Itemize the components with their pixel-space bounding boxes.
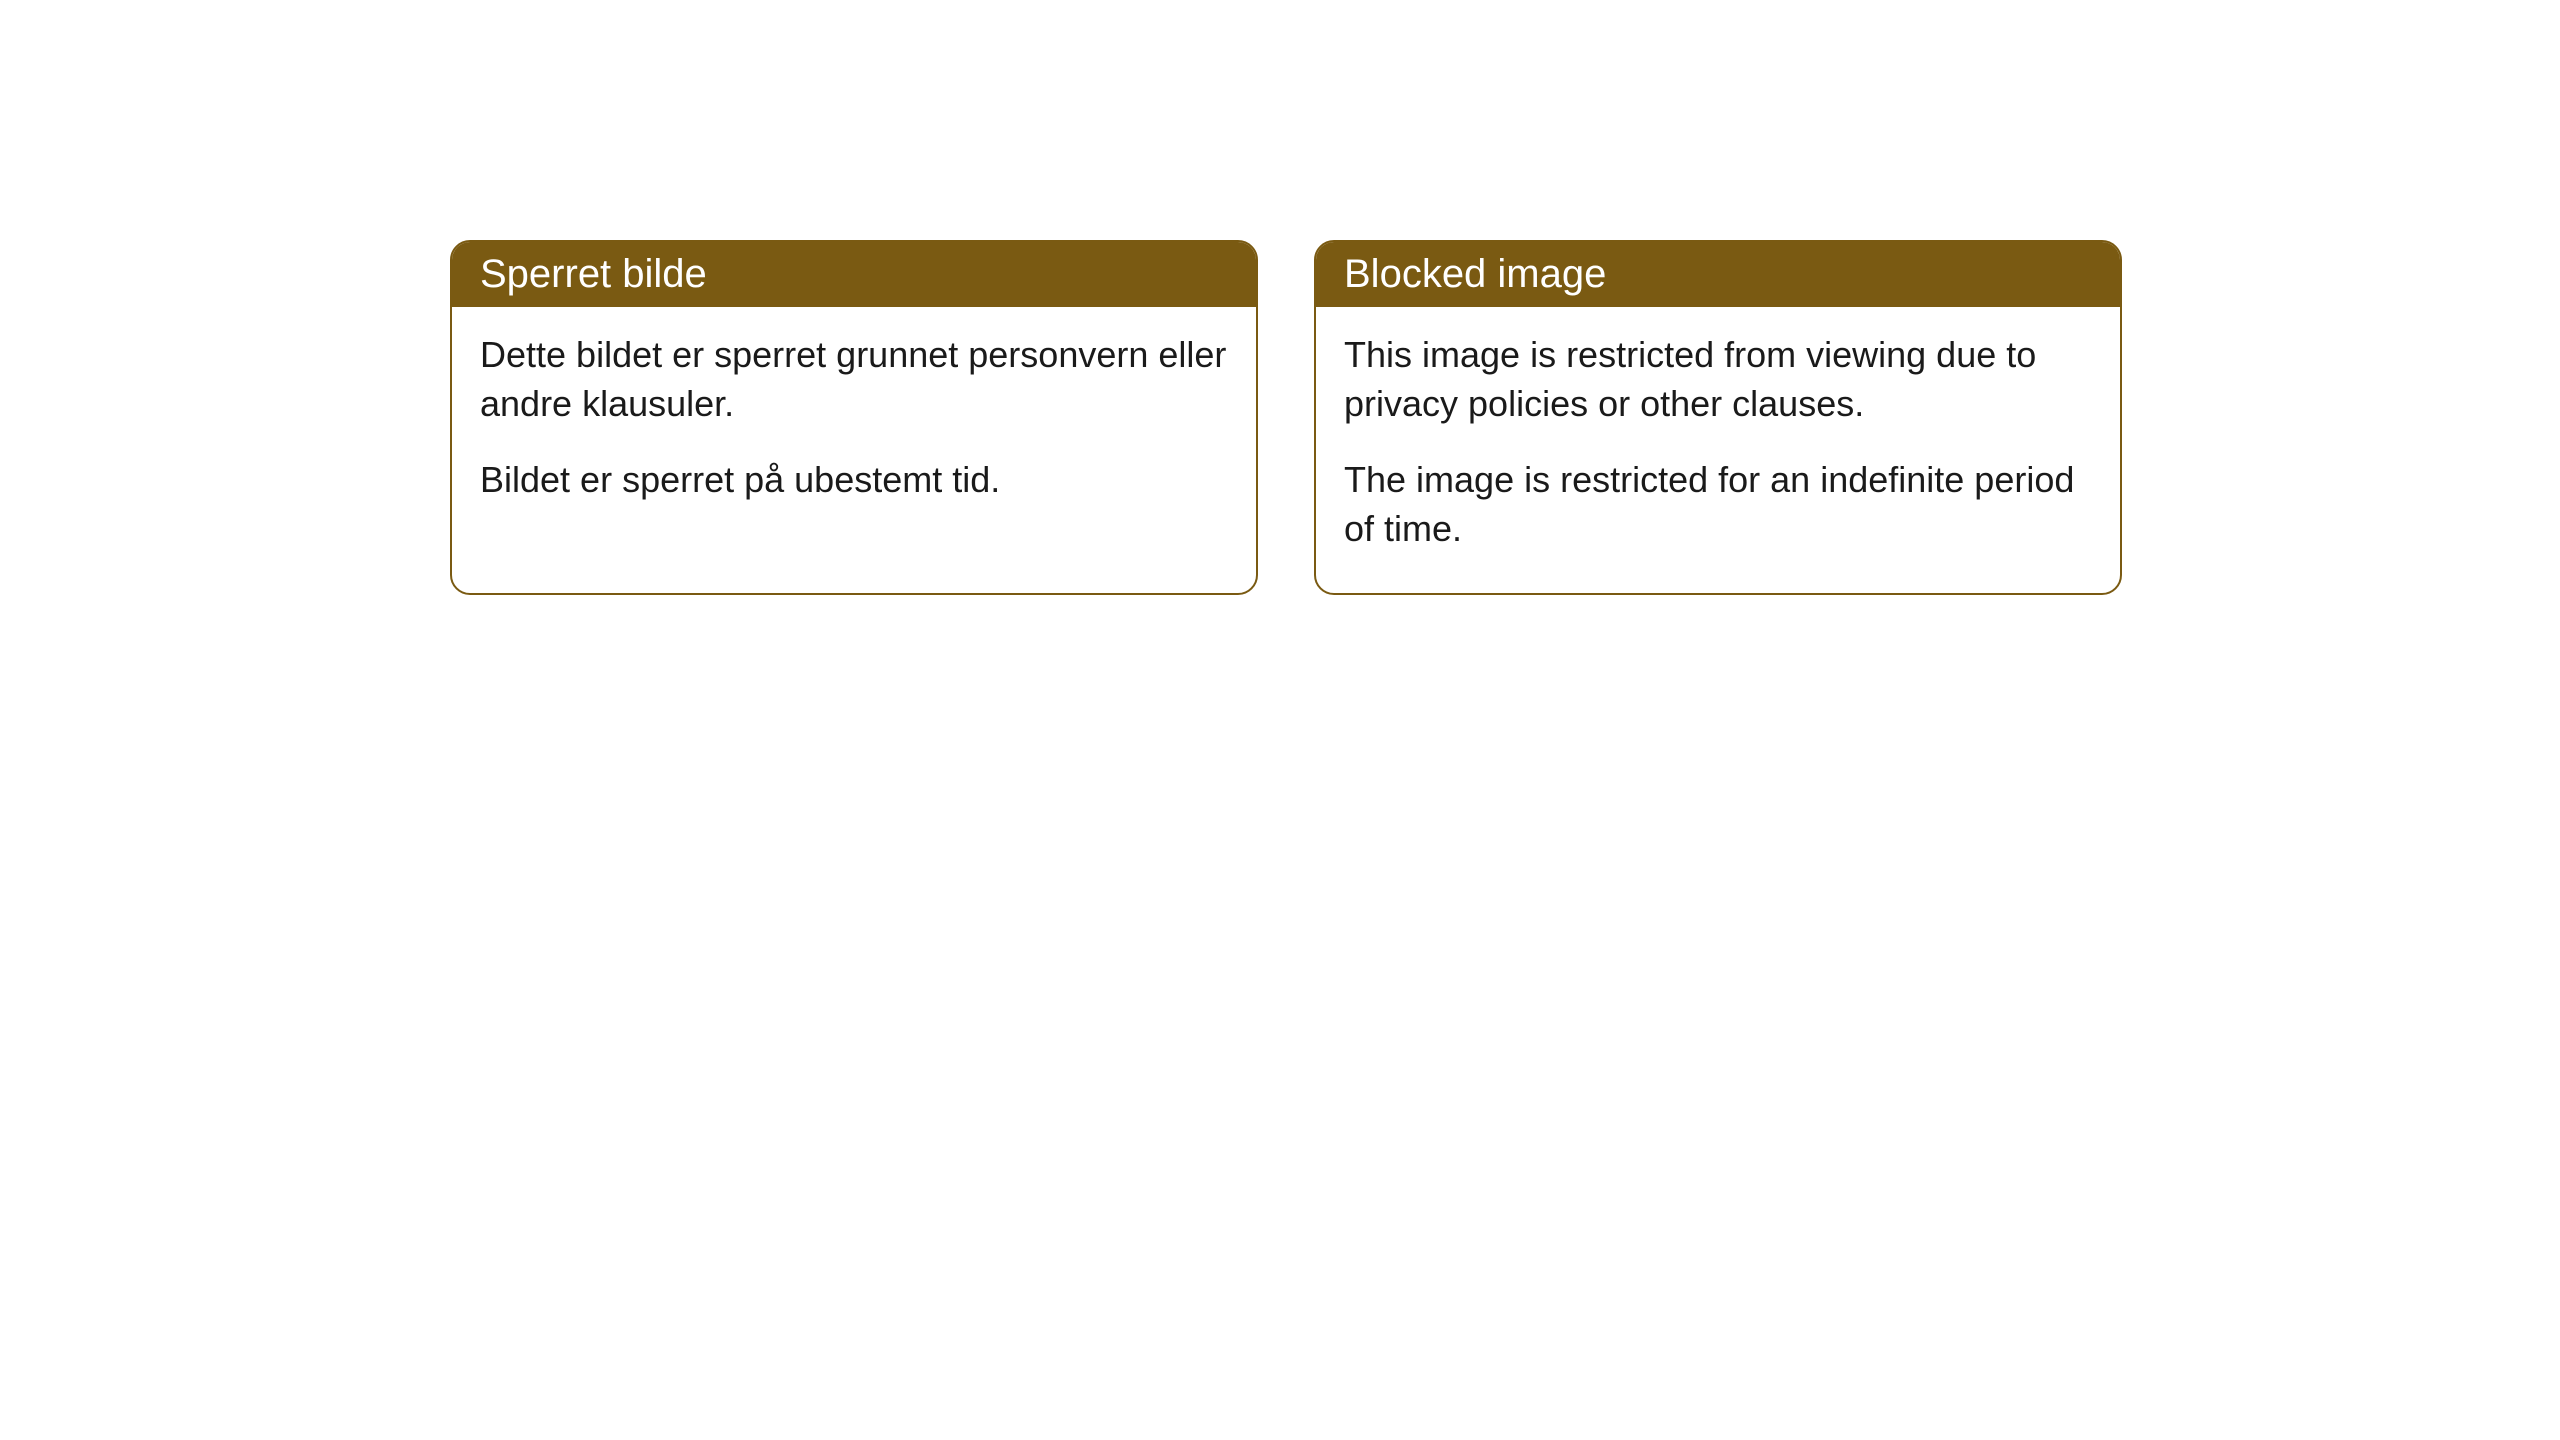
notice-text-2: Bildet er sperret på ubestemt tid.	[480, 456, 1228, 505]
notice-container: Sperret bilde Dette bildet er sperret gr…	[0, 0, 2560, 595]
notice-text-1: This image is restricted from viewing du…	[1344, 331, 2092, 428]
blocked-image-card-norwegian: Sperret bilde Dette bildet er sperret gr…	[450, 240, 1258, 595]
notice-text-2: The image is restricted for an indefinit…	[1344, 456, 2092, 553]
blocked-image-card-english: Blocked image This image is restricted f…	[1314, 240, 2122, 595]
notice-text-1: Dette bildet er sperret grunnet personve…	[480, 331, 1228, 428]
card-body-norwegian: Dette bildet er sperret grunnet personve…	[452, 307, 1256, 545]
card-body-english: This image is restricted from viewing du…	[1316, 307, 2120, 593]
card-header-norwegian: Sperret bilde	[452, 242, 1256, 307]
card-header-english: Blocked image	[1316, 242, 2120, 307]
